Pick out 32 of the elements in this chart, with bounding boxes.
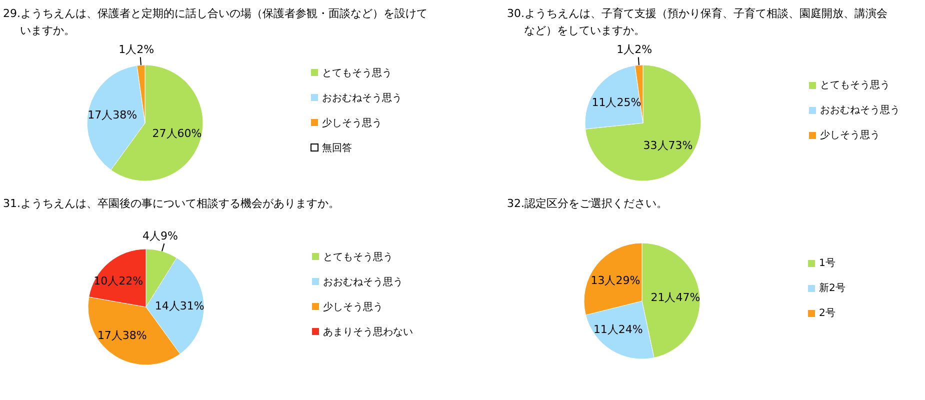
legend-label: とてもそう思う <box>323 252 393 262</box>
chart-title: 30.ようちえんは、子育て支援（預かり保育、子育て相談、園庭開放、講演会など）をしていますか。 <box>507 7 888 37</box>
legend-label: 無回答 <box>322 142 352 154</box>
chart-title: 32.認定区分をご選択ください。 <box>507 197 668 210</box>
legend-label: おおむねそう思う <box>323 276 403 288</box>
chart-title: 29.ようちえんは、保護者と定期的に話し合いの場（保護者参観・面談など）を設けていますか。 <box>3 7 428 37</box>
legend-label: 少しそう思う <box>323 302 383 312</box>
legend-label: おおむねそう思う <box>820 105 900 116</box>
data-label: 33人73% <box>643 139 693 152</box>
chart-title: 31.ようちえんは、卒園後の事について相談する機会がありますか。 <box>3 197 340 210</box>
data-label: 14人31% <box>154 299 204 312</box>
data-label: 13人29% <box>590 274 640 287</box>
legend-label: 少しそう思う <box>322 118 382 128</box>
legend-label: おおむねそう思う <box>322 92 402 104</box>
data-label: 1人2% <box>118 43 154 56</box>
legend-label: 少しそう思う <box>820 130 880 141</box>
data-label: 17人38% <box>88 108 138 122</box>
legend-label: とてもそう思う <box>322 68 392 78</box>
data-label: 11人24% <box>593 323 643 336</box>
data-label: 27人60% <box>152 126 202 140</box>
data-label: 17人38% <box>97 329 147 342</box>
legend-label: とてもそう思う <box>820 80 890 91</box>
pie-slice <box>585 64 702 182</box>
data-label: 1人2% <box>616 43 652 56</box>
legend-label: 新2号 <box>819 283 846 294</box>
data-label: 10人22% <box>94 274 144 288</box>
data-label: 4人9% <box>142 230 178 243</box>
data-label: 21人47% <box>650 290 700 304</box>
data-label: 11人25% <box>592 96 642 109</box>
legend-label: 2号 <box>819 308 836 319</box>
legend-label: 1号 <box>819 258 836 269</box>
legend-label: あまりそう思わない <box>323 326 413 338</box>
